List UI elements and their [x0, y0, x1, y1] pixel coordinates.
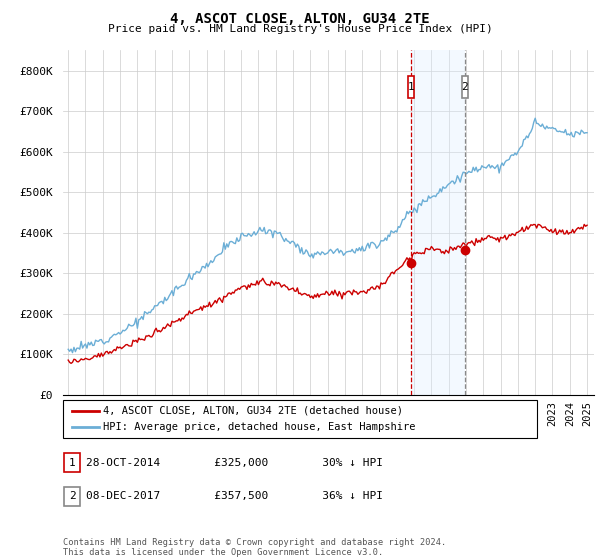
FancyBboxPatch shape [408, 76, 414, 98]
FancyBboxPatch shape [462, 76, 468, 98]
FancyBboxPatch shape [63, 400, 537, 438]
Text: Contains HM Land Registry data © Crown copyright and database right 2024.
This d: Contains HM Land Registry data © Crown c… [63, 538, 446, 557]
Text: 08-DEC-2017        £357,500        36% ↓ HPI: 08-DEC-2017 £357,500 36% ↓ HPI [86, 491, 383, 501]
Text: HPI: Average price, detached house, East Hampshire: HPI: Average price, detached house, East… [103, 422, 416, 432]
Text: 1: 1 [408, 82, 415, 92]
FancyBboxPatch shape [64, 487, 80, 506]
Text: 2: 2 [461, 82, 468, 92]
Text: 4, ASCOT CLOSE, ALTON, GU34 2TE: 4, ASCOT CLOSE, ALTON, GU34 2TE [170, 12, 430, 26]
FancyBboxPatch shape [64, 453, 80, 472]
Bar [411, 50, 465, 395]
Text: 1: 1 [68, 458, 76, 468]
Text: 2: 2 [68, 491, 76, 501]
Text: Price paid vs. HM Land Registry's House Price Index (HPI): Price paid vs. HM Land Registry's House … [107, 24, 493, 34]
Text: 28-OCT-2014        £325,000        30% ↓ HPI: 28-OCT-2014 £325,000 30% ↓ HPI [86, 458, 383, 468]
Text: 4, ASCOT CLOSE, ALTON, GU34 2TE (detached house): 4, ASCOT CLOSE, ALTON, GU34 2TE (detache… [103, 405, 403, 416]
